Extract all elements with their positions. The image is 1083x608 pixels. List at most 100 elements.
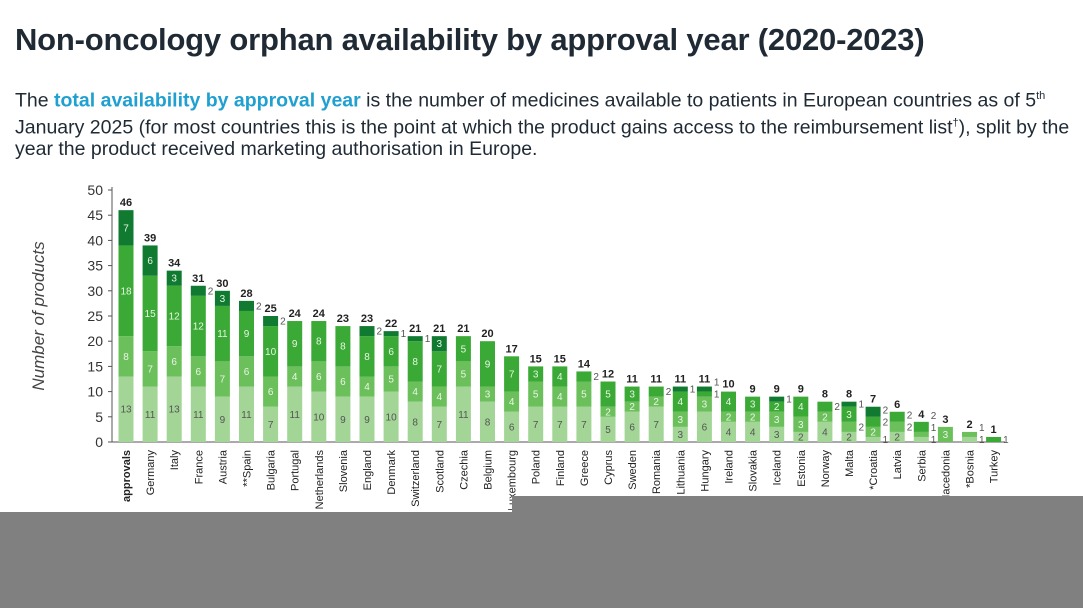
bar-segment (359, 396, 375, 442)
bar-segment (480, 341, 495, 387)
total-label: 21 (457, 323, 469, 335)
x-tick-label: Slovenia (338, 449, 350, 492)
bar-segment (817, 401, 833, 412)
segment-label: 3 (774, 415, 780, 426)
bar-segment (311, 321, 327, 362)
segment-label: 9 (485, 359, 491, 370)
segment-label: 6 (340, 377, 346, 388)
bar-segment (913, 421, 929, 432)
segment-label: 7 (268, 420, 274, 431)
segment-label: 6 (509, 422, 515, 433)
x-tick-label: Sweden (627, 450, 639, 490)
segment-label: 9 (364, 415, 370, 426)
bar-segment (214, 305, 230, 362)
segment-label: 11 (290, 410, 301, 421)
bar-segment (142, 351, 158, 387)
bar-segment (287, 366, 303, 387)
x-tick-label: Switzerland (410, 450, 422, 507)
bar-segment (528, 366, 544, 382)
segment-label: 8 (340, 342, 346, 353)
bar-segment (889, 431, 905, 442)
total-label: 12 (602, 369, 614, 381)
bar-segment (480, 401, 495, 442)
total-label: 31 (192, 273, 204, 285)
total-label: 9 (774, 384, 780, 396)
bar-segment (335, 366, 351, 397)
y-tick-label: 50 (87, 182, 103, 198)
segment-label: 1 (859, 400, 865, 411)
x-tick-label: Iceland (772, 450, 784, 485)
bar-segment (335, 326, 351, 367)
bar-segment (624, 401, 640, 412)
x-tick-label: Latvia (892, 449, 904, 479)
segment-label: 2 (774, 402, 780, 413)
segment-label: 2 (822, 412, 828, 423)
total-label: 10 (722, 379, 734, 391)
x-tick-label: Italy (169, 450, 181, 471)
bar-segment (166, 346, 182, 377)
bar-segment (480, 386, 495, 402)
x-tick-label: France (193, 450, 205, 484)
bar-segment (648, 386, 664, 397)
total-label: 8 (822, 389, 828, 401)
bar-segment (721, 391, 736, 412)
segment-label: 7 (581, 420, 587, 431)
x-tick-label: Ireland (724, 450, 736, 484)
segment-label: 3 (943, 430, 949, 441)
bar-segment (793, 431, 809, 442)
x-tick-label: Finland (555, 450, 567, 486)
y-tick-label: 35 (87, 258, 103, 274)
bar-segment (696, 396, 712, 412)
bar-segment (407, 336, 423, 342)
x-tick-label: Serbia (916, 449, 928, 482)
y-tick-label: 15 (87, 358, 103, 374)
segment-label: 2 (894, 432, 900, 443)
segment-label: 3 (846, 410, 852, 421)
bar-segment (672, 391, 688, 412)
segment-label: 1 (786, 395, 792, 406)
overlay-band-right (512, 496, 1083, 608)
x-tick-label: Germany (145, 450, 157, 496)
segment-label: 4 (437, 392, 443, 403)
bar-segment (263, 376, 279, 407)
page-title: Non-oncology orphan availability by appr… (15, 22, 925, 57)
subtitle-highlight: total availability by approval year (54, 89, 361, 112)
total-label: 4 (918, 409, 925, 421)
bar-segment (889, 411, 905, 422)
bar-segment (359, 326, 375, 337)
total-label: 3 (942, 414, 948, 426)
x-tick-label: Norway (820, 450, 832, 488)
total-label: 34 (168, 258, 181, 270)
x-tick-label: Portugal (290, 450, 302, 491)
bar-segment (552, 406, 568, 442)
total-label: 21 (409, 323, 421, 335)
segment-label: 3 (750, 400, 756, 411)
bar-segment (239, 310, 254, 357)
total-label: 2 (966, 419, 972, 431)
segment-label: 4 (798, 402, 804, 413)
segment-label: 3 (533, 369, 539, 380)
segment-label: 2 (726, 412, 732, 423)
total-label: 11 (626, 374, 638, 386)
total-label: 30 (216, 278, 228, 290)
bar-segment (431, 386, 447, 407)
total-label: 17 (505, 343, 517, 355)
segment-label: 4 (364, 382, 370, 393)
segment-label: 3 (220, 294, 226, 305)
segment-label: 1 (931, 435, 937, 446)
segment-label: 8 (316, 337, 322, 348)
bar-segment (383, 336, 399, 367)
total-label: 22 (385, 318, 397, 330)
bar-segment (769, 401, 785, 412)
x-tick-label: Luxembourg (507, 450, 519, 511)
segment-label: 3 (774, 430, 780, 441)
segment-label: 11 (217, 329, 228, 340)
segment-label: 8 (123, 352, 129, 363)
bar-segment (793, 416, 809, 432)
segment-label: 2 (629, 402, 635, 413)
bar-segment (865, 436, 881, 442)
bar-segment (672, 411, 688, 427)
total-label: 23 (361, 313, 373, 325)
bar-segment (937, 426, 953, 442)
